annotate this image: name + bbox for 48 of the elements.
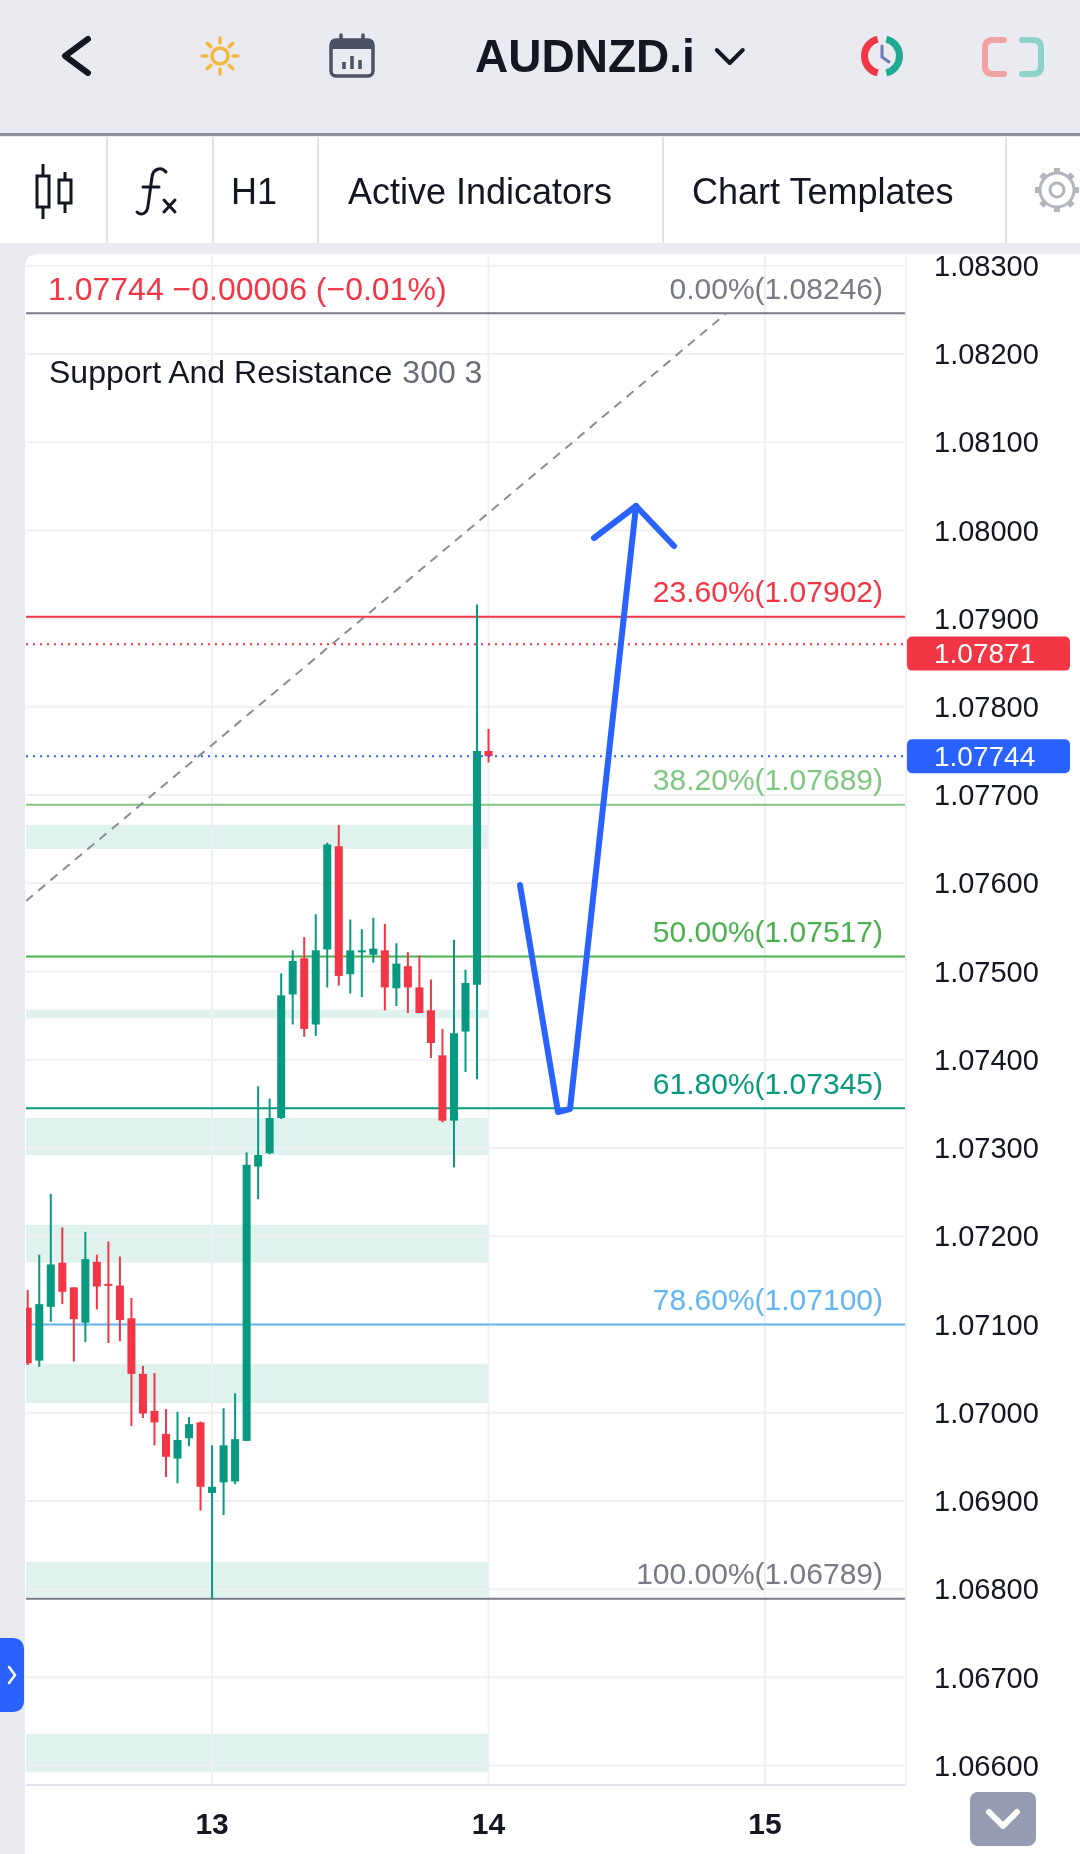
text: Active Indicators xyxy=(348,170,613,212)
ref-line-label: 78.60%(1.07100) xyxy=(652,1282,883,1316)
ref-line-label: 1.07871 xyxy=(934,638,1036,670)
y-tick-label: 1.07900 xyxy=(934,602,1039,635)
y-tick-label: 1.07800 xyxy=(934,691,1039,723)
candlestick xyxy=(369,916,378,964)
y-tick-label: 1.08300 xyxy=(934,249,1039,282)
ref-line-label: 61.80%(1.07345) xyxy=(652,1066,883,1100)
candlestick xyxy=(104,1240,113,1344)
y-tick-label: 1.08200 xyxy=(934,338,1039,371)
y-tick-label: 1.07600 xyxy=(934,867,1039,900)
ref-line-label: 38.20%(1.07689) xyxy=(652,763,883,797)
ref-line-label: 23.60%(1.07902) xyxy=(652,575,883,609)
y-tick-label: 1.06700 xyxy=(934,1661,1039,1694)
ref-line-label: 50.00%(1.07517) xyxy=(652,915,883,949)
ref-line-label: 0.00%(1.08246) xyxy=(669,271,883,305)
y-tick-label: 1.07500 xyxy=(934,955,1039,988)
candlestick xyxy=(357,928,366,999)
y-tick-label: 1.06900 xyxy=(934,1485,1039,1518)
x-tick-label: 13 xyxy=(195,1806,229,1840)
candlestick xyxy=(150,1371,159,1447)
y-tick-label: 1.06800 xyxy=(934,1573,1039,1606)
ref-line-label: 100.00%(1.06789) xyxy=(636,1557,883,1591)
candlestick xyxy=(484,727,493,764)
y-tick-label: 1.07100 xyxy=(934,1308,1039,1341)
text: H1 xyxy=(231,170,278,212)
annotation: 1.07744 −0.00006 (−0.01%) xyxy=(48,271,447,308)
y-tick-label: 1.07300 xyxy=(934,1132,1039,1165)
y-tick-label: 1.07700 xyxy=(934,779,1039,812)
x-tick-label: 15 xyxy=(748,1806,782,1840)
ref-line-label: 1.07744 xyxy=(934,741,1036,773)
candlestick xyxy=(403,951,412,1014)
x-tick-label: 14 xyxy=(471,1806,506,1840)
candlestick xyxy=(161,1408,170,1479)
candlestick xyxy=(173,1410,182,1485)
y-tick-label: 1.07200 xyxy=(934,1220,1039,1253)
y-tick-label: 1.07000 xyxy=(934,1396,1039,1429)
y-tick-label: 1.08000 xyxy=(934,514,1039,547)
y-tick-label: 1.08100 xyxy=(934,426,1039,459)
candlestick xyxy=(346,918,355,995)
candlestick xyxy=(208,1444,217,1600)
chart-title: AUDNZD.i xyxy=(475,30,695,83)
y-tick-label: 1.06600 xyxy=(934,1749,1039,1782)
annotation: Support And Resistance xyxy=(49,354,393,391)
text: Chart Templates xyxy=(692,170,954,212)
candlestick xyxy=(185,1416,194,1448)
annotation: 300 3 xyxy=(402,354,483,391)
y-tick-label: 1.07400 xyxy=(934,1043,1039,1076)
